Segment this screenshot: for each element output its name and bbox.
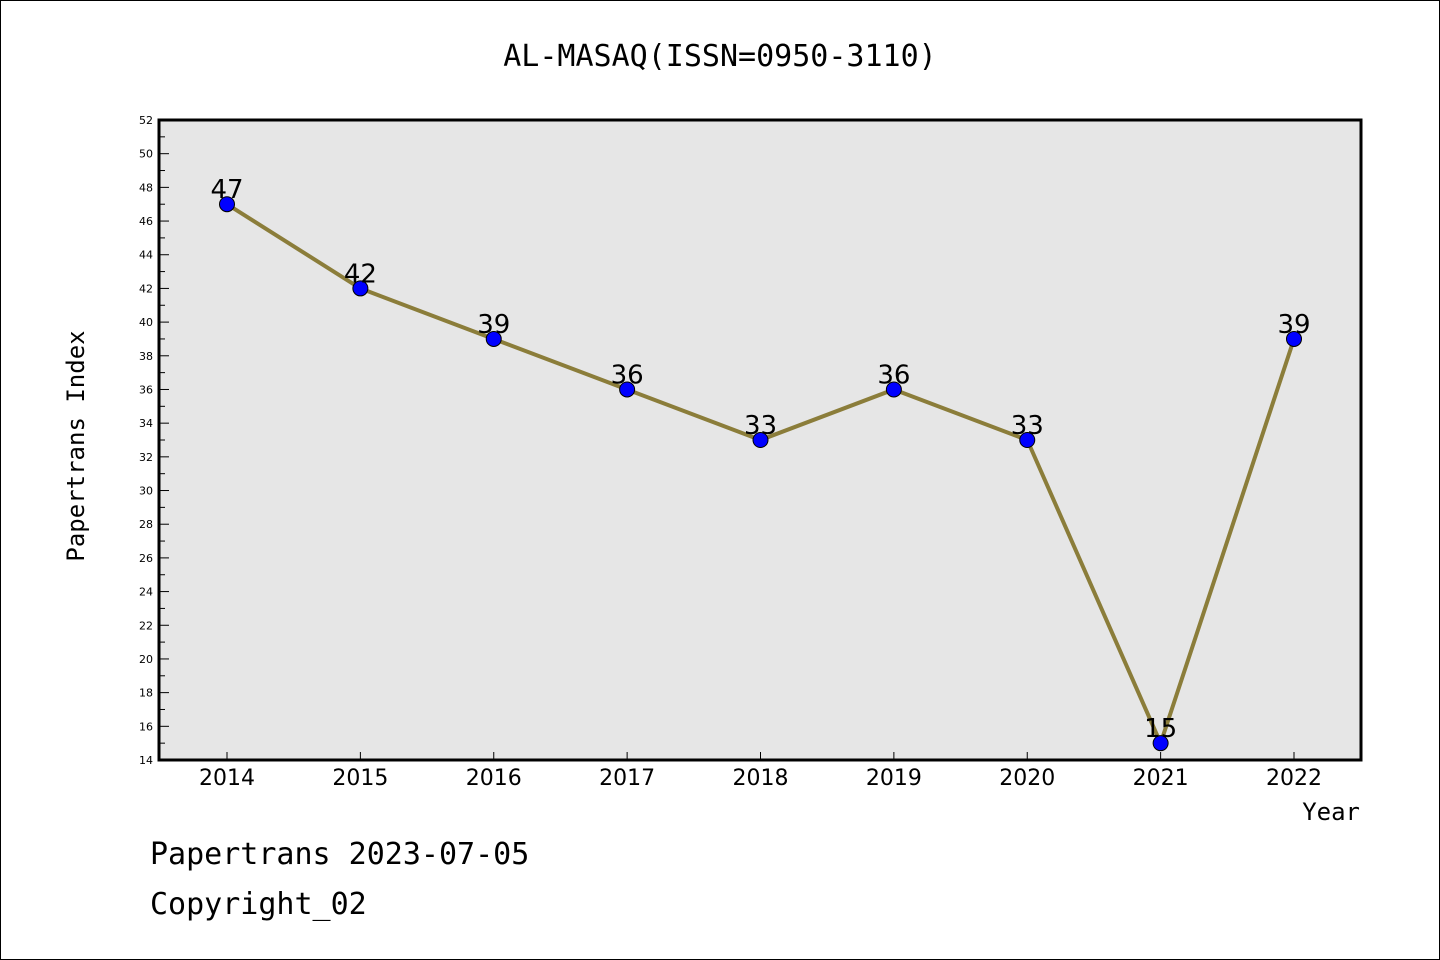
series-line-group: 47 42 39 36 33 36 33 15 39 <box>210 175 1311 752</box>
x-axis-label: Year <box>1302 798 1360 826</box>
y-tick-label: 40 <box>139 316 153 329</box>
data-label: 39 <box>1277 310 1310 340</box>
x-tick-label: 2015 <box>332 766 388 791</box>
data-point <box>352 280 369 297</box>
data-label: 47 <box>210 175 243 205</box>
data-label: 42 <box>344 259 377 289</box>
y-tick-label: 52 <box>139 114 153 127</box>
data-point <box>485 330 502 347</box>
y-tick-label: 44 <box>139 249 153 262</box>
y-tick-label: 20 <box>139 653 153 666</box>
data-point <box>219 196 235 213</box>
y-tick-label: 50 <box>139 148 153 161</box>
x-tick-label: 2020 <box>999 766 1055 791</box>
y-tick-label: 32 <box>139 451 153 464</box>
footer-copyright: Copyright_02 <box>150 887 367 922</box>
y-tick-label: 14 <box>139 754 153 767</box>
data-label: 33 <box>744 411 777 441</box>
y-tick-label: 30 <box>139 485 153 498</box>
data-label: 33 <box>1011 411 1044 441</box>
x-tick-label: 2017 <box>599 766 655 791</box>
data-point <box>1286 330 1302 347</box>
data-label: 36 <box>611 360 644 390</box>
y-tick-label: 16 <box>139 720 153 733</box>
x-tick-label: 2019 <box>866 766 922 791</box>
y-tick-label: 26 <box>139 552 153 565</box>
y-tick-label: 36 <box>139 383 153 396</box>
data-point <box>1019 432 1036 448</box>
y-tick-label: 28 <box>139 518 153 531</box>
y-tick-label: 38 <box>139 350 153 363</box>
x-axis: 2014 2015 2016 2017 2018 2019 2020 2021 2022 <box>199 752 1322 791</box>
y-tick-label: 18 <box>139 687 153 700</box>
data-label: 39 <box>477 310 510 340</box>
data-point <box>619 381 636 398</box>
y-axis-label: Papertrans Index <box>62 330 90 561</box>
data-point <box>752 432 769 448</box>
x-tick-label: 2014 <box>199 766 255 791</box>
x-tick-label: 2022 <box>1266 766 1322 791</box>
x-tick-label: 2018 <box>733 766 789 791</box>
data-label: 15 <box>1144 714 1177 744</box>
x-tick-label: 2021 <box>1133 766 1189 791</box>
data-point <box>1152 735 1169 752</box>
y-tick-label: 22 <box>139 619 153 632</box>
y-tick-label: 48 <box>139 181 153 194</box>
footer-date: Papertrans 2023-07-05 <box>150 837 529 872</box>
y-tick-label: 46 <box>139 215 153 228</box>
y-tick-label: 24 <box>139 586 153 599</box>
y-axis: 14 16 18 20 22 24 26 28 30 32 34 36 38 40 42 44 46 48 50 52 <box>139 114 169 767</box>
data-label: 36 <box>877 360 910 390</box>
x-tick-label: 2016 <box>466 766 522 791</box>
data-point <box>885 381 902 398</box>
chart-title: AL-MASAQ(ISSN=0950-3110) <box>503 39 936 74</box>
y-tick-label: 42 <box>139 282 153 295</box>
y-tick-label: 34 <box>139 417 153 430</box>
